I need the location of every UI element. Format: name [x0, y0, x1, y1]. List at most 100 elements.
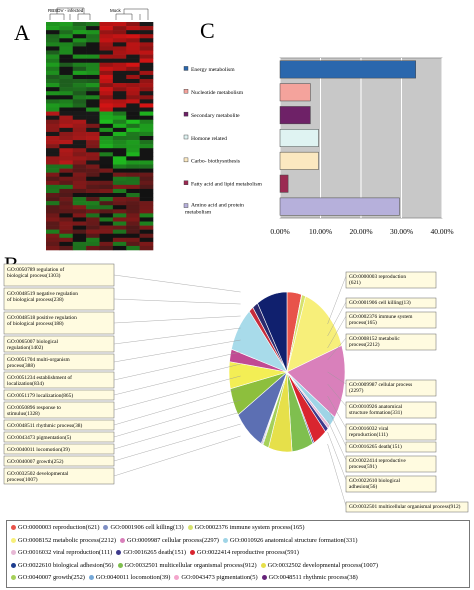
category-label: Nucleotide metabolism [191, 90, 244, 96]
legend-dot-icon [189, 550, 195, 556]
heatmap-cell [126, 119, 140, 125]
heatmap-cell [59, 74, 74, 80]
heatmap-cell [99, 197, 114, 202]
heatmap-cell [139, 229, 154, 235]
svg-text:GO:0040011 locomotion(39): GO:0040011 locomotion(39) [7, 446, 70, 453]
heatmap-cell [86, 229, 100, 235]
heatmap-cell [46, 119, 60, 125]
heatmap-cell [59, 168, 74, 173]
heatmap-cell [86, 74, 100, 80]
heatmap-cell [112, 184, 127, 190]
heatmap-cell [86, 83, 100, 88]
heatmap-cell [112, 172, 127, 178]
heatmap-cell [126, 156, 140, 161]
heatmap-cell [99, 140, 114, 145]
heatmap-cell [139, 111, 154, 116]
heatmap-cell [59, 54, 74, 59]
panel-label-c: C [200, 18, 215, 43]
heatmap-cell [86, 123, 100, 129]
heatmap-cell [99, 87, 114, 92]
heatmap-cell [139, 103, 154, 108]
legend-item: GO:0008152 metabolic process(2212) [11, 537, 116, 544]
heatmap-cell [86, 79, 100, 84]
heatmap-cell [99, 46, 114, 51]
heatmap-cell [139, 221, 154, 226]
heatmap-cell [139, 136, 154, 141]
legend-row: GO:0022610 biological adhesion(56) GO:003… [11, 562, 382, 569]
heatmap-cell [59, 103, 74, 108]
heatmap-cell [126, 168, 140, 173]
heatmap-cell [86, 115, 100, 121]
legend-item: GO:0016265 death(151) [116, 549, 186, 556]
heatmap-cell [99, 241, 114, 247]
heatmap-cell [112, 58, 127, 64]
heatmap-cell [46, 172, 60, 178]
heatmap-cell [99, 217, 114, 222]
heatmap-cell [112, 140, 127, 145]
heatmap-cell [139, 201, 154, 206]
legend-swatch [183, 157, 189, 163]
svg-text:stimulus(1328): stimulus(1328) [7, 410, 40, 417]
svg-text:process(1007): process(1007) [7, 476, 38, 483]
legend-item: GO:0040007 growth(252) [11, 574, 85, 581]
heatmap-cell [99, 184, 114, 190]
heatmap-cell [126, 176, 140, 182]
heatmap-cell [139, 79, 154, 84]
heatmap-cell [139, 66, 154, 72]
heatmap-cell [99, 144, 114, 149]
heatmap-cell [126, 201, 140, 206]
legend-label: GO:0016265 death(151) [123, 549, 186, 556]
heatmap-cell [72, 201, 87, 206]
heatmap-cell [86, 172, 100, 178]
heatmap-cell [72, 91, 87, 96]
heatmap-cell [46, 213, 60, 218]
heatmap-cell [126, 180, 140, 186]
heatmap-cell [72, 50, 87, 55]
legend-item: GO:0032501 multicellular organismal proc… [117, 562, 257, 569]
heatmap-cell [99, 160, 114, 165]
legend-dot-icon [117, 562, 123, 568]
legend-swatch [183, 111, 189, 117]
heatmap-cell [139, 168, 154, 173]
heatmap-cell [126, 62, 140, 68]
heatmap-cell [46, 188, 60, 194]
svg-text:GO:0009987 cellular process: GO:0009987 cellular process [349, 382, 412, 388]
heatmap-cell [46, 217, 60, 222]
heatmap-cell [59, 193, 74, 198]
heatmap-cell [59, 221, 74, 226]
legend-swatch [183, 134, 189, 140]
heatmap-cell [99, 107, 114, 112]
legend-swatch [183, 180, 189, 185]
heatmap-cell [99, 188, 114, 194]
heatmap-cell [86, 87, 100, 92]
heatmap-cell [99, 180, 114, 186]
heatmap-cell [99, 83, 114, 88]
legend-dot-icon [88, 575, 94, 581]
heatmap-cell [99, 205, 114, 210]
heatmap-cell [59, 184, 74, 190]
heatmap-cell [139, 83, 154, 88]
heatmap-cell [72, 172, 87, 178]
heatmap-cell [46, 136, 60, 141]
heatmap-cell [72, 237, 87, 243]
legend-dot-icon [11, 537, 16, 543]
heatmap-cell [139, 70, 154, 76]
heatmap-cell [59, 99, 74, 104]
svg-text:localization(834): localization(834) [7, 380, 44, 387]
heatmap-cell [86, 62, 100, 68]
heatmap-cell [112, 34, 127, 39]
callout-left: GO:0043473 pigmentation(5) [3, 399, 241, 443]
heatmap-cell [72, 225, 87, 230]
category-label: Homone related [191, 136, 227, 142]
x-tick-label: 40.00% [430, 227, 453, 236]
heatmap-cell [126, 205, 140, 210]
heatmap-cell [126, 38, 140, 43]
svg-text:process(2212): process(2212) [349, 341, 380, 348]
heatmap-cell [72, 213, 87, 218]
heatmap-cell [46, 62, 60, 68]
heatmap-cell [59, 91, 74, 96]
heatmap-cell [112, 156, 127, 161]
